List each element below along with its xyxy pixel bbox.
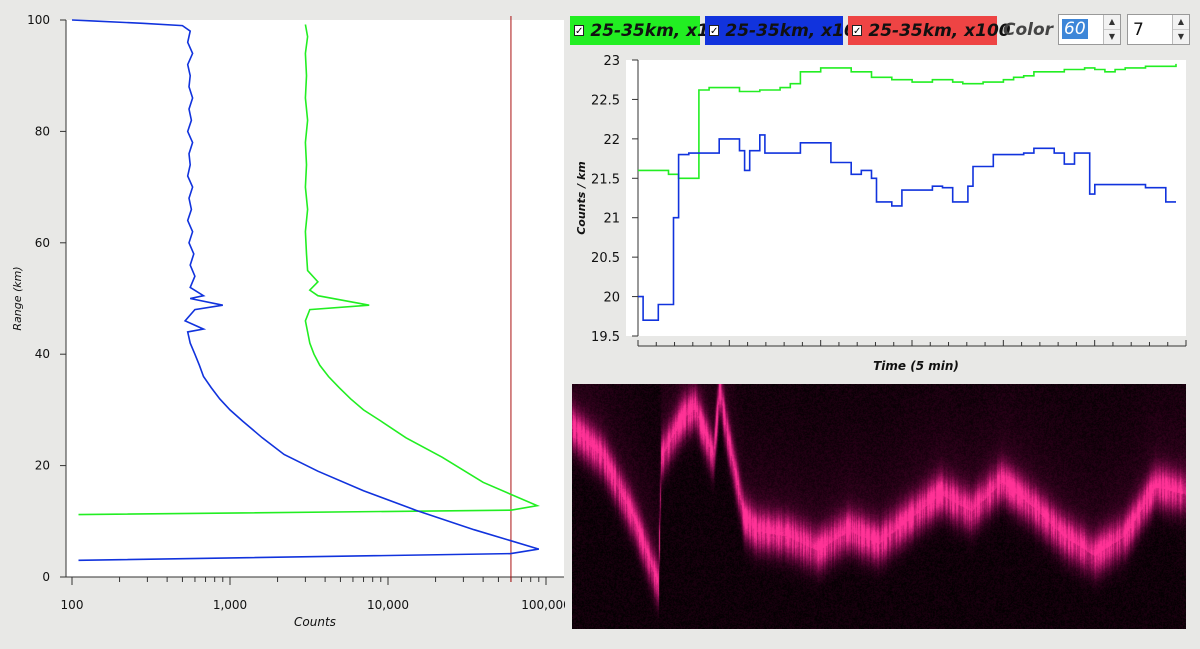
legend-series-x1[interactable]: ✓ 25-35km, x1 <box>570 16 709 45</box>
color-spin-arrows: ▲ ▼ <box>1103 15 1120 44</box>
checkbox-x1[interactable]: ✓ <box>574 25 585 37</box>
heatmap-panel <box>572 384 1186 629</box>
y-tick-label: 80 <box>35 124 50 138</box>
y-tick-label: 100 <box>27 13 50 27</box>
second-spinbox[interactable]: 7 ▲ ▼ <box>1127 14 1190 45</box>
plot-area <box>626 60 1186 336</box>
x-axis-label: Time (5 min) <box>873 359 959 373</box>
spin-down-icon[interactable]: ▼ <box>1177 32 1185 41</box>
legend-series-x10[interactable]: ✓ 25-35km, x10 <box>705 16 856 45</box>
legend-label-x100: 25-35km, x100 <box>868 20 1011 41</box>
profile-chart: 0 20 40 60 80 100 100 1,000 10,000 100,000 Counts R… <box>11 13 571 629</box>
color-value[interactable]: 60 <box>1062 19 1088 39</box>
x-tick-label: 100,000 <box>521 598 565 612</box>
y-tick-label: 40 <box>35 347 50 361</box>
range-time-heatmap <box>572 384 1186 629</box>
second-spin-arrows: ▲ ▼ <box>1172 15 1189 44</box>
y-tick-label: 22.5 <box>591 93 620 108</box>
y-axis-label: Range (km) <box>11 266 24 330</box>
profile-chart-panel: 0 20 40 60 80 100 100 1,000 10,000 100,000 Counts R… <box>0 0 571 645</box>
color-label: Color <box>1003 20 1054 40</box>
legend-label-x1: 25-35km, x1 <box>590 20 709 41</box>
y-tick-label: 21 <box>603 212 620 227</box>
timeseries-chart: 19.5 20 20.5 21 21.5 22 22.5 23 Time (5 min) Coun… <box>575 54 1187 373</box>
series-line-green <box>78 24 540 516</box>
y-tick-label: 0 <box>42 570 50 584</box>
color-spinbox[interactable]: 60 ▲ ▼ <box>1058 14 1121 45</box>
series-line-blue <box>71 19 540 562</box>
legend-label-x10: 25-35km, x10 <box>725 20 856 41</box>
spin-up-icon[interactable]: ▲ <box>1173 15 1189 30</box>
series-line-green <box>638 63 1177 180</box>
y-tick-label: 20.5 <box>591 251 620 266</box>
timeseries-chart-panel: 19.5 20 20.5 21 21.5 22 22.5 23 Time (5 min) Coun… <box>568 50 1200 380</box>
x-tick-label: 1,000 <box>213 598 247 612</box>
y-tick-label: 20 <box>603 291 620 306</box>
y-tick-label: 60 <box>35 236 50 250</box>
plot-area <box>66 20 564 577</box>
y-tick-label: 22 <box>603 133 620 148</box>
spin-down-icon[interactable]: ▼ <box>1108 32 1116 41</box>
x-tick-label: 100 <box>61 598 84 612</box>
checkbox-x10[interactable]: ✓ <box>709 25 720 37</box>
x-tick-label: 10,000 <box>367 598 409 612</box>
y-tick-label: 23 <box>603 54 620 69</box>
y-axis-label: Counts / km <box>575 161 588 235</box>
x-axis-label: Counts <box>294 615 336 629</box>
series-line-blue <box>638 134 1176 322</box>
spin-up-icon[interactable]: ▲ <box>1104 15 1120 30</box>
y-tick-label: 20 <box>35 459 50 473</box>
legend-series-x100[interactable]: ✓ 25-35km, x100 <box>848 16 1011 45</box>
second-value[interactable]: 7 <box>1133 20 1144 40</box>
y-tick-label: 21.5 <box>591 172 620 187</box>
checkbox-x100[interactable]: ✓ <box>852 25 863 37</box>
y-tick-label: 19.5 <box>591 330 620 345</box>
